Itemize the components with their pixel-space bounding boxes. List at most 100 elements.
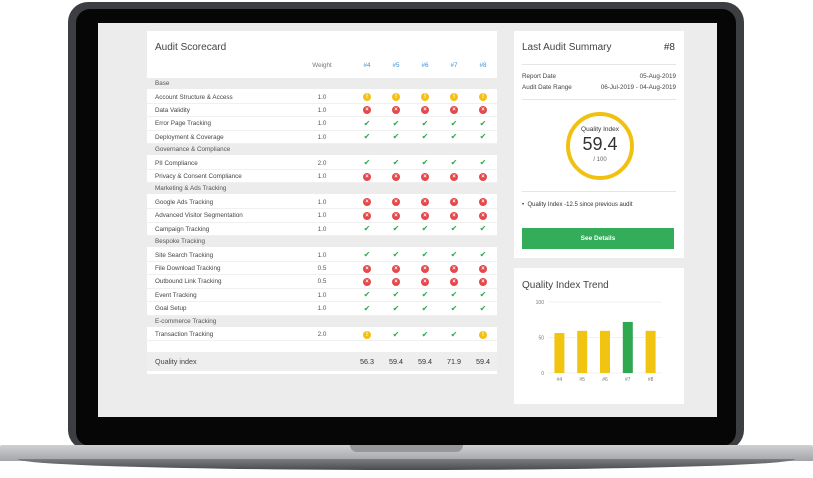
result-cell: ✔: [415, 118, 435, 129]
cross-icon: ×: [392, 198, 400, 207]
weight-value: 1.0: [317, 212, 327, 220]
check-icon: ✔: [421, 224, 429, 234]
table-row[interactable]: Deployment & Coverage 1.0 ✔ ✔ ✔ ✔ ✔: [147, 131, 497, 145]
warning-icon: !: [479, 93, 487, 101]
cross-icon: ×: [479, 198, 487, 207]
check-icon: ✔: [392, 158, 400, 168]
summary-audit-number: #8: [663, 42, 675, 53]
result-cell: ✔: [473, 291, 493, 300]
result-cell: ✔: [473, 119, 493, 129]
table-row[interactable]: File Download Tracking 0.5 × × × × ×: [147, 262, 497, 276]
result-cell: ✔: [357, 291, 377, 300]
result-cell: ✔: [444, 304, 464, 314]
audit-col-4[interactable]: #4: [363, 62, 371, 69]
trend-bar[interactable]: [622, 321, 633, 373]
check-icon: ✔: [392, 290, 400, 300]
cross-icon: ×: [363, 198, 371, 207]
cross-icon: ×: [421, 277, 429, 286]
table-row[interactable]: Account Structure & Access 1.0!!!!!: [147, 91, 497, 104]
result-cell: ×: [415, 264, 435, 274]
result-cell: ✔: [357, 303, 377, 314]
trend-bar[interactable]: [645, 330, 656, 373]
table-row[interactable]: PII Compliance 2.0 ✔ ✔ ✔ ✔ ✔: [147, 157, 497, 170]
cross-icon: ×: [392, 264, 400, 273]
check-icon: ✔: [479, 250, 487, 260]
result-cell: ✔: [386, 225, 406, 234]
weight-value: 1.0: [317, 173, 327, 180]
check-icon: ✔: [479, 224, 487, 234]
table-row[interactable]: Site Search Tracking 1.0 ✔ ✔ ✔ ✔ ✔: [147, 249, 497, 262]
table-row[interactable]: Error Page Tracking 1.0 ✔ ✔ ✔ ✔ ✔: [147, 117, 497, 131]
cross-icon: ×: [450, 277, 458, 286]
report-date-value: 05-Aug-2019: [639, 73, 676, 80]
trend-title: Quality Index Trend: [522, 280, 609, 291]
x-tick-label: #8: [648, 377, 654, 383]
check-icon: ✔: [392, 224, 400, 234]
see-details-button[interactable]: See Details: [522, 228, 674, 249]
result-cell: ×: [415, 106, 435, 115]
warning-icon: !: [421, 93, 429, 101]
cross-icon: ×: [450, 264, 458, 273]
check-icon: ✔: [392, 132, 400, 142]
check-label: Site Search Tracking: [155, 251, 214, 259]
cross-icon: ×: [421, 264, 429, 273]
divider: [522, 99, 676, 100]
last-audit-summary-panel: Last Audit Summary #8 Report Date 05-Aug…: [514, 31, 684, 258]
result-cell: ×: [473, 264, 493, 274]
cross-icon: ×: [363, 277, 371, 286]
divider: [522, 191, 676, 192]
section-header: E-commerce Tracking: [147, 315, 497, 327]
check-icon: ✔: [479, 132, 487, 142]
table-row[interactable]: Campaign Tracking 1.0 ✔ ✔ ✔ ✔ ✔: [147, 223, 497, 237]
check-label: File Download Tracking: [155, 265, 221, 272]
result-cell: ×: [415, 211, 435, 221]
trend-bar[interactable]: [554, 333, 565, 373]
result-cell: ✔: [357, 225, 377, 234]
audit-col-5[interactable]: #5: [392, 62, 400, 69]
audit-col-6[interactable]: #6: [421, 62, 429, 69]
quality-index-value: 59.4: [476, 357, 490, 366]
section-header: Governance & Compliance: [147, 144, 497, 156]
result-cell: ✔: [386, 291, 406, 300]
table-row[interactable]: Goal Setup 1.0 ✔ ✔ ✔ ✔ ✔: [147, 302, 497, 316]
table-row[interactable]: Outbound Link Tracking 0.5 × × × × ×: [147, 275, 497, 289]
result-cell: !: [473, 330, 493, 340]
check-icon: ✔: [363, 250, 371, 260]
audit-col-8[interactable]: #8: [479, 62, 487, 69]
result-cell: ×: [473, 106, 493, 115]
weight-value: 2.0: [317, 331, 327, 339]
table-row[interactable]: Privacy & Consent Compliance 1.0 × × × × ×: [147, 170, 497, 184]
table-row[interactable]: Google Ads Tracking 1.0 × × × × ×: [147, 196, 497, 210]
audit-scorecard-panel: Audit Scorecard Weight #4 #5 #6 #7 #8 Ba…: [147, 31, 497, 374]
report-date-row: Report Date 05-Aug-2019: [522, 73, 676, 80]
result-cell: ✔: [444, 225, 464, 234]
check-icon: ✔: [421, 118, 429, 128]
result-cell: ×: [473, 277, 493, 287]
result-cell: ✔: [386, 330, 406, 340]
check-icon: ✔: [450, 329, 458, 339]
section-header: Bespoke Tracking: [147, 236, 497, 248]
result-cell: ✔: [444, 119, 464, 129]
result-cell: ✔: [357, 133, 377, 142]
check-icon: ✔: [363, 303, 371, 313]
trend-bar[interactable]: [600, 330, 610, 373]
table-row[interactable]: Data Validity 1.0 × × × × ×: [147, 104, 497, 118]
result-cell: ✔: [473, 133, 493, 142]
audit-date-range-value: 06-Jul-2019 - 04-Aug-2019: [600, 84, 676, 91]
cross-icon: ×: [363, 211, 371, 220]
check-icon: ✔: [363, 158, 371, 168]
quality-index-value: 59.4: [418, 357, 432, 366]
table-row[interactable]: Advanced Visitor Segmentation 1.0 × × × × ×: [147, 209, 497, 223]
audit-col-7[interactable]: #7: [450, 62, 458, 69]
trend-bar[interactable]: [577, 330, 588, 373]
check-label: Account Structure & Access: [155, 93, 233, 101]
check-icon: ✔: [450, 290, 458, 300]
table-row[interactable]: Transaction Tracking 2.0! ✔ ✔ ✔!: [147, 328, 497, 342]
x-tick-label: #5: [579, 377, 585, 383]
result-cell: ×: [386, 198, 406, 207]
result-cell: ✔: [386, 251, 406, 260]
result-cell: ×: [357, 106, 377, 115]
table-row[interactable]: Event Tracking 1.0 ✔ ✔ ✔ ✔ ✔: [147, 289, 497, 303]
laptop-base: [0, 445, 813, 461]
section-label: Governance & Compliance: [155, 146, 231, 154]
